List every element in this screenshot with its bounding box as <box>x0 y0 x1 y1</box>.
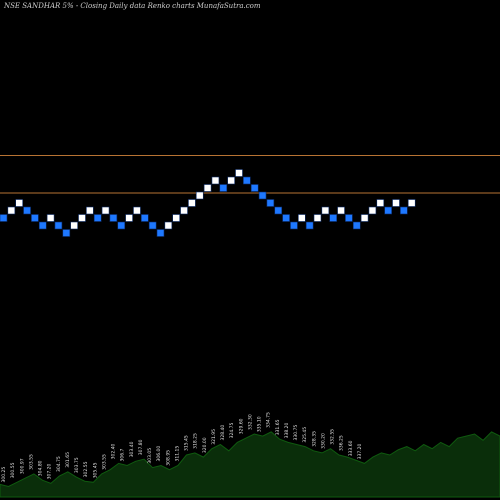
bottom-value-label: 331.65 <box>275 419 281 435</box>
bottom-value-label: 324.75 <box>229 423 235 439</box>
renko-brick <box>282 214 290 222</box>
bottom-value-label: 306.7 <box>120 448 126 461</box>
bottom-value-label: 321.95 <box>211 429 217 445</box>
bottom-value-label: 332.30 <box>248 414 254 430</box>
renko-brick <box>148 221 157 230</box>
renko-brick <box>188 199 196 207</box>
bottom-value-label: 303.75 <box>74 457 80 473</box>
renko-brick <box>211 176 220 185</box>
bottom-value-label: 304.80 <box>38 460 44 476</box>
bottom-value-label: 320.00 <box>202 437 208 453</box>
bottom-value-label: 308.95 <box>165 450 171 466</box>
bottom-value-label: 300.25 <box>1 467 7 483</box>
bottom-value-label: 332.55 <box>330 429 336 445</box>
bottom-value-label: 301.65 <box>65 452 71 468</box>
renko-brick <box>78 214 86 222</box>
bottom-value-label: 304.75 <box>56 456 62 472</box>
bottom-value-label: 335.10 <box>257 416 263 432</box>
renko-brick <box>156 229 165 237</box>
renko-brick <box>54 221 63 230</box>
bottom-value-label: 302.40 <box>111 444 117 460</box>
bottom-value-label: 334.75 <box>266 412 272 428</box>
renko-brick <box>329 214 338 222</box>
renko-brick <box>400 206 408 215</box>
renko-brick <box>7 206 16 215</box>
renko-brick <box>180 206 188 215</box>
renko-brick <box>117 221 126 230</box>
renko-brick <box>407 199 416 207</box>
renko-brick <box>38 221 47 230</box>
bottom-value-label: 325.45 <box>302 427 308 443</box>
renko-brick <box>305 221 314 230</box>
bottom-value-label: 303.55 <box>101 454 107 470</box>
renko-brick <box>172 214 180 222</box>
bottom-value-label: 305.45 <box>92 462 98 478</box>
bottom-value-label: 328.40 <box>220 425 226 441</box>
bottom-value-label: 315.45 <box>184 435 190 451</box>
renko-brick <box>46 214 55 222</box>
renko-brick <box>125 214 133 222</box>
renko-brick <box>15 199 23 207</box>
chart-title: NSE SANDHAR 5% - Closing Daily data Renk… <box>4 2 261 10</box>
bottom-value-label: 338.20 <box>284 423 290 439</box>
renko-brick <box>23 206 31 215</box>
bottom-value-label: 307.20 <box>47 464 53 480</box>
bottom-value-label: 337.20 <box>357 444 363 460</box>
bottom-value-label: 303.05 <box>147 448 153 464</box>
reference-lines <box>0 155 500 194</box>
renko-brick <box>235 169 243 177</box>
renko-brick <box>31 214 39 222</box>
renko-brick <box>219 184 228 192</box>
renko-brick <box>133 206 141 215</box>
bottom-value-label: 330.75 <box>293 425 299 441</box>
bottom-value-label: 300.97 <box>19 458 25 474</box>
renko-brick <box>250 184 259 192</box>
renko-brick <box>93 214 102 222</box>
renko-brick <box>195 191 204 200</box>
bottom-area <box>0 431 500 498</box>
bottom-value-label: 306.00 <box>156 446 162 462</box>
renko-brick <box>321 206 330 215</box>
renko-brick <box>297 214 306 222</box>
renko-brick <box>86 206 94 215</box>
renko-brick <box>109 214 118 222</box>
bottom-panel: 300.25 300.55 300.97 303.55 304.80 307.20 304.… <box>0 412 500 498</box>
renko-brick <box>392 199 400 207</box>
bottom-value-label: 303.55 <box>28 454 34 470</box>
renko-brick <box>227 176 235 185</box>
renko-brick <box>70 221 78 230</box>
bottom-value-label: 328.35 <box>311 431 317 447</box>
renko-brick <box>141 214 149 222</box>
renko-brick <box>274 206 283 215</box>
renko-brick <box>164 221 173 230</box>
renko-brick <box>203 184 212 192</box>
renko-brick <box>101 206 110 215</box>
renko-brick <box>345 214 353 222</box>
renko-brick <box>313 214 322 222</box>
bottom-value-label: 303.40 <box>129 441 135 457</box>
bottom-value-label: 329.60 <box>238 418 244 434</box>
renko-brick <box>266 199 275 207</box>
renko-brick <box>290 221 298 230</box>
bottom-value-label: 311.15 <box>174 446 180 462</box>
renko-brick <box>352 221 361 230</box>
renko-brick <box>384 206 392 215</box>
renko-bricks <box>0 169 416 237</box>
bottom-value-label: 302.55 <box>83 461 89 477</box>
bottom-value-label: 300.55 <box>10 462 16 478</box>
bottom-value-label: 330.20 <box>321 433 327 449</box>
bottom-value-label: 333.60 <box>348 440 354 456</box>
renko-brick <box>360 214 369 222</box>
renko-brick <box>0 214 8 222</box>
bottom-value-label: 307.80 <box>138 439 144 455</box>
renko-brick <box>337 206 345 215</box>
bottom-value-label: 318.25 <box>193 433 199 449</box>
bottom-value-label: 336.25 <box>339 435 345 451</box>
renko-brick <box>243 176 251 185</box>
renko-brick <box>368 206 377 215</box>
renko-brick <box>62 229 71 237</box>
renko-brick <box>258 191 267 200</box>
renko-brick <box>376 199 385 207</box>
